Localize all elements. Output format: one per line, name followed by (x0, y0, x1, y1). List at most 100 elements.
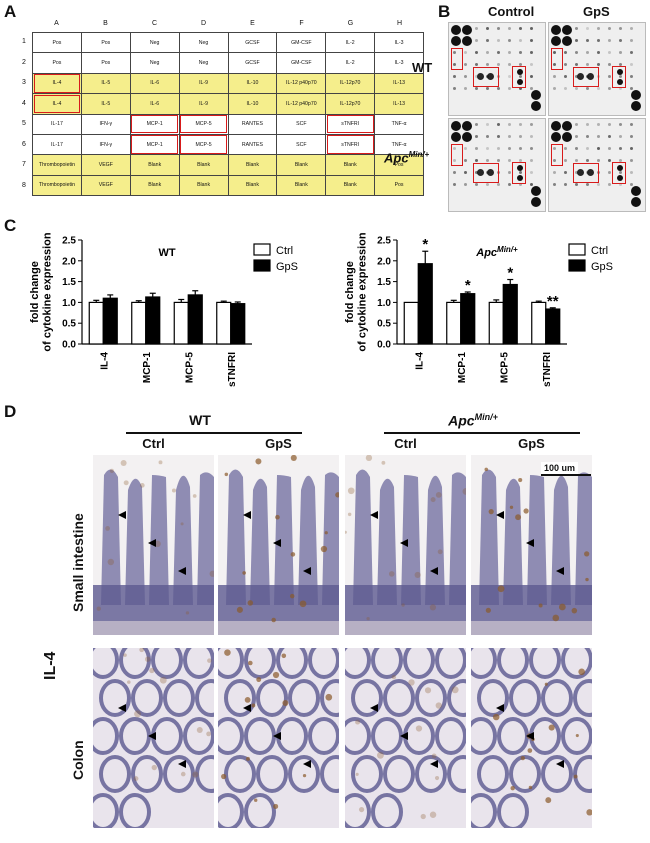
array-spot (453, 87, 456, 90)
array-row: IL-4 IL-5 IL-6 IL-9 IL-10 IL-12 p40p70 IL-12p7… (33, 73, 424, 93)
array-spot (519, 51, 522, 54)
array-spot (564, 87, 567, 90)
array-cell: VEGF (81, 155, 130, 175)
legend-swatch (569, 260, 585, 271)
array-cell: SCF (277, 134, 326, 154)
array-spot (453, 171, 456, 174)
array-spot (597, 87, 600, 90)
array-spot (619, 135, 622, 138)
array-spot (564, 147, 567, 150)
array-spot (608, 171, 611, 174)
bar-ctrl (489, 302, 503, 344)
array-cell: IL-12 p40p70 (277, 94, 326, 114)
array-spot (575, 147, 578, 150)
array-spot (575, 123, 578, 126)
array-spot (497, 183, 500, 186)
array-row: Pos Pos Neg Neg GCSF GM-CSF IL-2 IL-3 (33, 53, 424, 73)
array-cell: IL-10 (228, 73, 277, 93)
highlight-box (473, 67, 499, 87)
x-tick-label: IL-4 (414, 352, 425, 370)
array-spot (597, 27, 600, 30)
legend-label: Ctrl (591, 245, 608, 257)
array-spot (508, 123, 511, 126)
array-spot (497, 51, 500, 54)
array-spot (564, 183, 567, 186)
bar-ctrl (89, 302, 103, 344)
bar-gps (188, 295, 202, 344)
array-spot (575, 159, 578, 162)
array-spot (562, 121, 572, 131)
micrograph-colon (93, 648, 214, 828)
array-cell: IL-2 (326, 33, 375, 53)
y-tick-label: 2.5 (377, 236, 391, 247)
array-row: Thrombopoietin VEGF Blank Blank Blank Blank Bl… (33, 175, 424, 195)
array-spot (530, 171, 533, 174)
array-spot (531, 186, 541, 196)
bar-ctrl (132, 302, 146, 344)
array-spot (486, 27, 489, 30)
array-spot (519, 123, 522, 126)
y-tick-label: 0.0 (377, 340, 391, 351)
array-spot (586, 135, 589, 138)
array-spot (575, 135, 578, 138)
bar-gps (103, 298, 117, 344)
array-spot (531, 101, 541, 111)
array-spot (619, 27, 622, 30)
array-row-header: 2 (18, 59, 30, 66)
group-label-wt: WT (170, 412, 230, 428)
array-cell: Blank (277, 175, 326, 195)
array-spot (519, 27, 522, 30)
micrograph-colon (471, 648, 592, 828)
array-spot (508, 183, 511, 186)
significance-marker: ** (547, 293, 559, 310)
array-spot (531, 197, 541, 207)
y-axis-label: fold changeof cytokine expression (29, 232, 54, 351)
array-cell: Pos (33, 53, 82, 73)
array-cell: IL-12 p40p70 (277, 73, 326, 93)
array-spot (575, 183, 578, 186)
y-tick-label: 0.5 (62, 319, 76, 330)
array-spot (619, 39, 622, 42)
y-tick-label: 1.5 (377, 277, 391, 288)
highlight-box (451, 48, 463, 70)
array-cell: Neg (179, 33, 228, 53)
significance-marker: * (422, 236, 428, 253)
highlight-box (551, 144, 563, 166)
array-row: Thrombopoietin VEGF Blank Blank Blank Blank Bl… (33, 155, 424, 175)
array-spot (475, 135, 478, 138)
array-spot (451, 132, 461, 142)
array-spot (630, 147, 633, 150)
array-cell: Pos (33, 33, 82, 53)
x-tick-label: MCP-5 (184, 352, 195, 384)
panel-label-a: A (4, 2, 16, 22)
x-tick-label: MCP-1 (457, 352, 468, 384)
array-cell: Neg (130, 53, 179, 73)
array-spot (530, 63, 533, 66)
group-underline-wt (126, 432, 302, 434)
array-spot (464, 159, 467, 162)
significance-marker: * (507, 265, 513, 282)
membrane-wt-control (448, 22, 546, 116)
array-cell: IL-2 (326, 53, 375, 73)
array-spot (475, 63, 478, 66)
array-spot (486, 51, 489, 54)
y-tick-label: 0.5 (377, 319, 391, 330)
array-cell: sTNFRI (326, 134, 375, 154)
array-spot (464, 87, 467, 90)
array-spot (462, 36, 472, 46)
array-col-header: D (179, 20, 228, 27)
array-spot (575, 51, 578, 54)
array-spot (631, 90, 641, 100)
array-spot (551, 132, 561, 142)
array-spot (508, 135, 511, 138)
highlight-box (612, 162, 626, 184)
array-spot (630, 75, 633, 78)
array-spot (486, 147, 489, 150)
array-spot (462, 25, 472, 35)
panel-label-b: B (438, 2, 450, 22)
array-spot (451, 36, 461, 46)
array-cell: Blank (228, 175, 277, 195)
array-row: IL-17 IFN-γ MCP-1 MCP-5 RANTES SCF sTNFRI TNF-α (33, 114, 424, 134)
array-spot (608, 51, 611, 54)
array-spot (451, 25, 461, 35)
